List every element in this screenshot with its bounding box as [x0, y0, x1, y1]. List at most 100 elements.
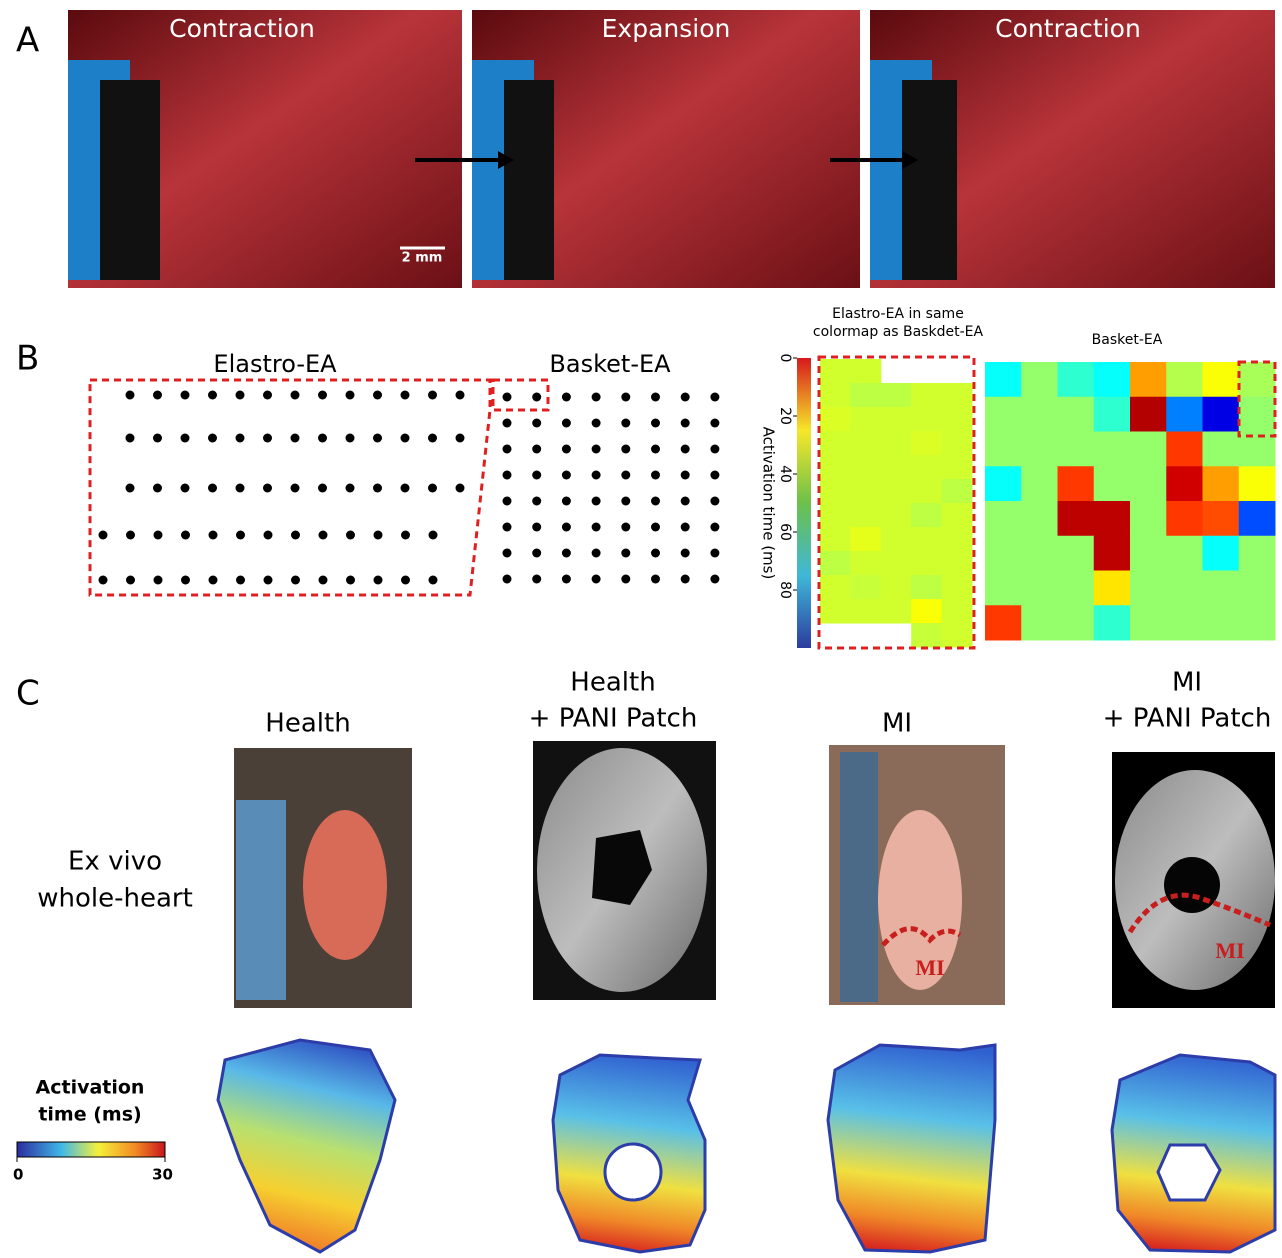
electrode [236, 484, 245, 493]
array-title: Elastro-EA [213, 350, 337, 378]
heatmap-cell [820, 383, 851, 408]
heatmap-cell [1130, 571, 1167, 606]
heatmap-cell [850, 503, 881, 528]
heatmap-cell [850, 359, 881, 384]
electrode [651, 497, 660, 506]
electrode [291, 391, 300, 400]
electrode [532, 419, 541, 428]
panel-label: B [16, 339, 39, 379]
heatmap-cell [881, 503, 912, 528]
heatmap-cell [985, 466, 1022, 501]
electrode [621, 393, 630, 402]
heatmap-cell [1021, 432, 1058, 467]
heatmap-cell [820, 551, 851, 576]
electrode [291, 576, 300, 585]
electrode [681, 497, 690, 506]
electrode [373, 434, 382, 443]
electrode [181, 531, 190, 540]
column-title: MI [882, 709, 912, 739]
electrode [503, 419, 512, 428]
heatmap-cell [1021, 536, 1058, 571]
heatmap-cell [911, 479, 942, 504]
electrode [154, 576, 163, 585]
heatmap-cell [1094, 397, 1131, 432]
row-label: whole-heart [37, 884, 193, 914]
electrode [532, 575, 541, 584]
heatmap-cell [1058, 466, 1095, 501]
electrode [621, 523, 630, 532]
scale-bar-label: 2 mm [402, 251, 443, 266]
electrode [346, 576, 355, 585]
electrode [263, 391, 272, 400]
electrode [592, 419, 601, 428]
heatmap-cell [1166, 362, 1203, 397]
colorbar-ticks: 030 [13, 1157, 173, 1184]
electrode [291, 434, 300, 443]
heatmap-cell [850, 455, 881, 480]
heatmap-cell [942, 551, 973, 576]
heatmap-cell [942, 455, 973, 480]
heatmap-cell [820, 455, 851, 480]
ruler [840, 752, 878, 1002]
electrode [592, 497, 601, 506]
electrode [592, 549, 601, 558]
electrode [710, 419, 719, 428]
heatmap-cell [911, 407, 942, 432]
colorbar-tick-label: 20 [777, 407, 793, 425]
electrode [710, 497, 719, 506]
heatmap-cell [881, 599, 912, 624]
electrode [503, 393, 512, 402]
heatmap-cell [1239, 571, 1276, 606]
electrode [681, 445, 690, 454]
heatmap-cell [942, 527, 973, 552]
heatmap-cell [1058, 605, 1095, 640]
heatmap-cell [850, 599, 881, 624]
heatmap-cell [1203, 397, 1240, 432]
electrode [374, 531, 383, 540]
patch-hole [1158, 1145, 1220, 1200]
infarct-label: MI [915, 955, 944, 980]
electrode [181, 576, 190, 585]
electrode [401, 391, 410, 400]
heatmap-cell [881, 407, 912, 432]
electrode [126, 434, 135, 443]
electrode [318, 434, 327, 443]
electrode [592, 393, 601, 402]
electrode [532, 393, 541, 402]
electrode [710, 393, 719, 402]
electrode [562, 575, 571, 584]
heatmap-cell [820, 407, 851, 432]
electrode [503, 471, 512, 480]
electrode [651, 393, 660, 402]
electrode [236, 434, 245, 443]
heatmap-cell [820, 359, 851, 384]
heatmap-cell [1239, 466, 1276, 501]
heatmap-cell [1130, 362, 1167, 397]
heatmap-cell [881, 383, 912, 408]
panel-label: A [16, 21, 39, 61]
electrode [181, 484, 190, 493]
heatmap-cell [1058, 362, 1095, 397]
electrode [373, 484, 382, 493]
heatmap-cell [850, 575, 881, 600]
heatmap-cell [1058, 432, 1095, 467]
heatmap-cell [1058, 501, 1095, 536]
photos [234, 741, 1275, 1008]
ruler [236, 800, 286, 1000]
heatmap-cell [1203, 466, 1240, 501]
electrode [532, 497, 541, 506]
electrode [209, 531, 218, 540]
electrode [401, 484, 410, 493]
heatmap-cell [820, 527, 851, 552]
electrode [208, 484, 217, 493]
heatmap-cell [985, 362, 1022, 397]
heatmap-cell [985, 501, 1022, 536]
infarct-label: MI [1215, 938, 1244, 963]
heatmap-cell [1239, 362, 1276, 397]
electrode [126, 531, 135, 540]
heatmap-cell [1130, 397, 1167, 432]
electrode [503, 575, 512, 584]
electrode [99, 576, 108, 585]
column-title: Health [265, 709, 350, 739]
